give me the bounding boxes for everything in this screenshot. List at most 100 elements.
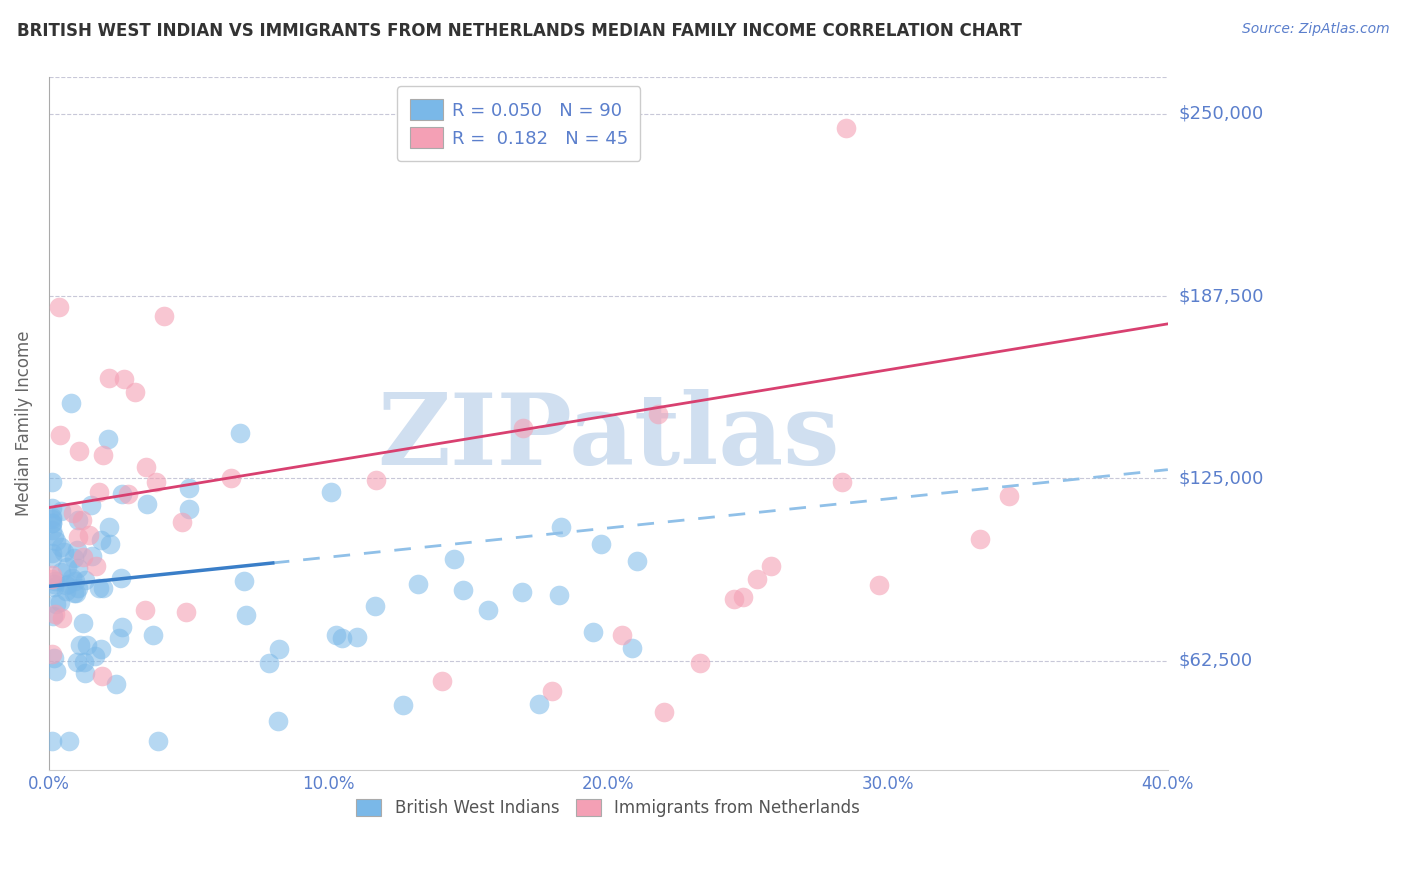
Point — [44, 576, 66, 591]
Point — [44, 607, 66, 621]
Point — [90, 641, 112, 656]
Point — [319, 484, 342, 499]
Point — [527, 697, 550, 711]
Point — [541, 684, 564, 698]
Point — [76, 638, 98, 652]
Point — [60, 570, 83, 584]
Point — [759, 559, 782, 574]
Point — [49, 541, 72, 555]
Point — [451, 583, 474, 598]
Point — [52, 545, 75, 559]
Point — [267, 714, 290, 728]
Point — [41, 546, 63, 560]
Point — [67, 513, 90, 527]
Point — [41, 475, 63, 490]
Point — [70, 513, 93, 527]
Point — [69, 638, 91, 652]
Point — [83, 648, 105, 663]
Point — [45, 534, 67, 549]
Point — [41, 524, 63, 538]
Text: ZIPatlas: ZIPatlas — [377, 389, 839, 486]
Point — [62, 506, 84, 520]
Point — [55, 577, 77, 591]
Point — [232, 574, 254, 589]
Point — [620, 640, 643, 655]
Point — [235, 608, 257, 623]
Point — [65, 585, 87, 599]
Point — [346, 631, 368, 645]
Point — [63, 551, 86, 566]
Point — [110, 571, 132, 585]
Point — [177, 481, 200, 495]
Point — [731, 590, 754, 604]
Point — [654, 705, 676, 719]
Point — [332, 631, 354, 645]
Point — [49, 504, 72, 518]
Point — [41, 512, 63, 526]
Y-axis label: Median Family Income: Median Family Income — [15, 331, 32, 516]
Point — [58, 734, 80, 748]
Point — [408, 577, 430, 591]
Point — [66, 655, 89, 669]
Point — [44, 574, 66, 588]
Point — [868, 578, 890, 592]
Point — [41, 516, 63, 530]
Point — [65, 574, 87, 588]
Point — [831, 475, 853, 490]
Point — [174, 605, 197, 619]
Point — [117, 487, 139, 501]
Point — [41, 572, 63, 586]
Point — [512, 421, 534, 435]
Point — [443, 552, 465, 566]
Point — [49, 427, 72, 442]
Point — [610, 628, 633, 642]
Point — [60, 396, 83, 410]
Text: $187,500: $187,500 — [1180, 287, 1264, 305]
Point — [66, 543, 89, 558]
Point — [477, 603, 499, 617]
Text: Source: ZipAtlas.com: Source: ZipAtlas.com — [1241, 22, 1389, 37]
Point — [62, 586, 84, 600]
Point — [111, 487, 134, 501]
Text: BRITISH WEST INDIAN VS IMMIGRANTS FROM NETHERLANDS MEDIAN FAMILY INCOME CORRELAT: BRITISH WEST INDIAN VS IMMIGRANTS FROM N… — [17, 22, 1022, 40]
Point — [177, 501, 200, 516]
Point — [219, 471, 242, 485]
Point — [49, 595, 72, 609]
Point — [89, 581, 111, 595]
Point — [91, 448, 114, 462]
Point — [98, 536, 121, 550]
Point — [42, 529, 65, 543]
Point — [512, 585, 534, 599]
Point — [835, 121, 858, 136]
Point — [647, 407, 669, 421]
Point — [41, 647, 63, 661]
Point — [90, 533, 112, 547]
Point — [747, 572, 769, 586]
Point — [42, 608, 65, 623]
Point — [49, 565, 72, 579]
Text: $62,500: $62,500 — [1180, 652, 1253, 670]
Text: $125,000: $125,000 — [1180, 469, 1264, 487]
Point — [582, 625, 605, 640]
Point — [75, 573, 97, 587]
Point — [67, 582, 90, 596]
Point — [58, 577, 80, 591]
Point — [48, 301, 70, 315]
Point — [432, 674, 454, 689]
Point — [134, 603, 156, 617]
Point — [41, 567, 63, 582]
Point — [97, 520, 120, 534]
Point — [364, 599, 387, 614]
Point — [91, 581, 114, 595]
Point — [73, 666, 96, 681]
Point — [67, 444, 90, 458]
Point — [66, 560, 89, 574]
Point — [723, 591, 745, 606]
Point — [41, 516, 63, 531]
Point — [170, 515, 193, 529]
Point — [548, 588, 571, 602]
Point — [66, 530, 89, 544]
Point — [91, 668, 114, 682]
Point — [111, 620, 134, 634]
Point — [45, 665, 67, 679]
